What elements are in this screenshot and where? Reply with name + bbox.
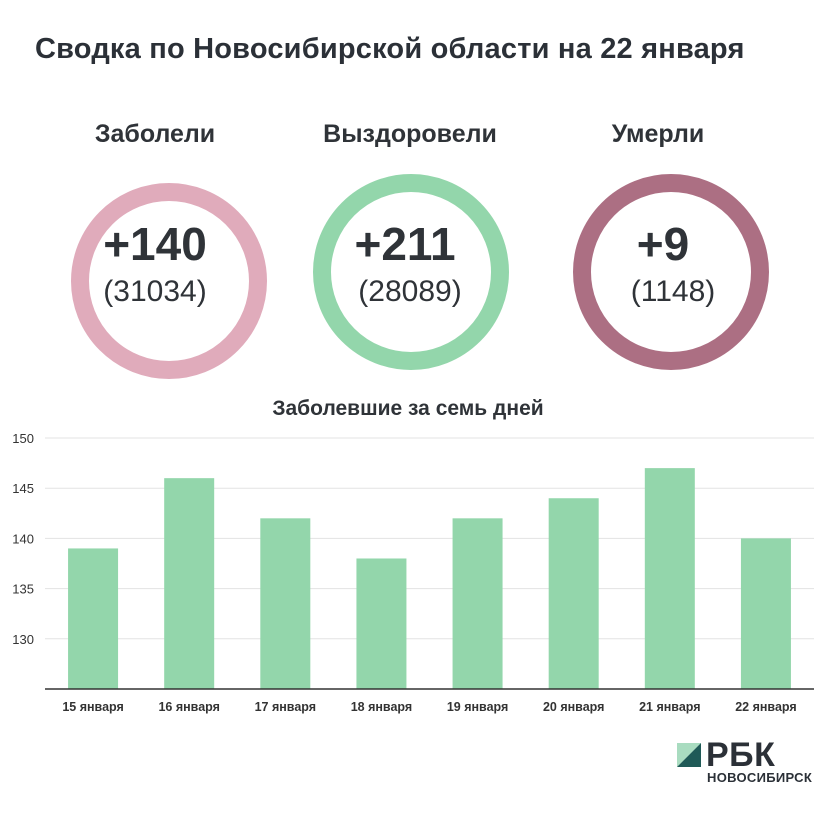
x-tick-label: 20 января [543, 700, 604, 714]
y-tick-label: 145 [12, 481, 34, 496]
bar [260, 518, 311, 689]
x-tick-label: 18 января [351, 700, 412, 714]
x-tick-label: 15 января [62, 700, 123, 714]
stat-delta-infected: +140 [103, 218, 207, 270]
bar [644, 468, 695, 689]
x-tick-label: 19 января [447, 700, 508, 714]
stat-total-infected: (31034) [103, 275, 207, 308]
y-tick-label: 130 [12, 632, 34, 647]
stat-label-infected: Заболели [94, 120, 216, 148]
stat-label-deaths: Умерли [611, 120, 705, 148]
logo-text: РБК [706, 736, 776, 774]
chart-title: Заболевшие за семь дней [272, 397, 544, 420]
x-tick-label: 22 января [735, 700, 796, 714]
y-tick-label: 150 [12, 431, 34, 446]
page-title: Сводка по Новосибирской области на 22 ян… [35, 33, 745, 65]
stat-label-recovered: Выздоровели [323, 120, 497, 148]
stat-total-deaths: (1148) [630, 275, 716, 308]
stat-delta-deaths: +9 [636, 218, 690, 270]
stat-total-recovered: (28089) [358, 275, 462, 308]
y-tick-label: 135 [12, 582, 34, 597]
stat-delta-recovered: +211 [354, 218, 456, 270]
bar [548, 498, 599, 689]
logo-subtitle: НОВОСИБИРСК [707, 770, 813, 785]
y-tick-label: 140 [12, 531, 34, 546]
bar [452, 518, 503, 689]
x-tick-label: 21 января [639, 700, 700, 714]
x-tick-label: 17 января [255, 700, 316, 714]
bar [68, 548, 119, 689]
rbk-logo-icon [677, 743, 701, 767]
bar [740, 538, 791, 689]
bar [164, 478, 215, 689]
x-tick-label: 16 января [158, 700, 219, 714]
bar [356, 558, 407, 689]
